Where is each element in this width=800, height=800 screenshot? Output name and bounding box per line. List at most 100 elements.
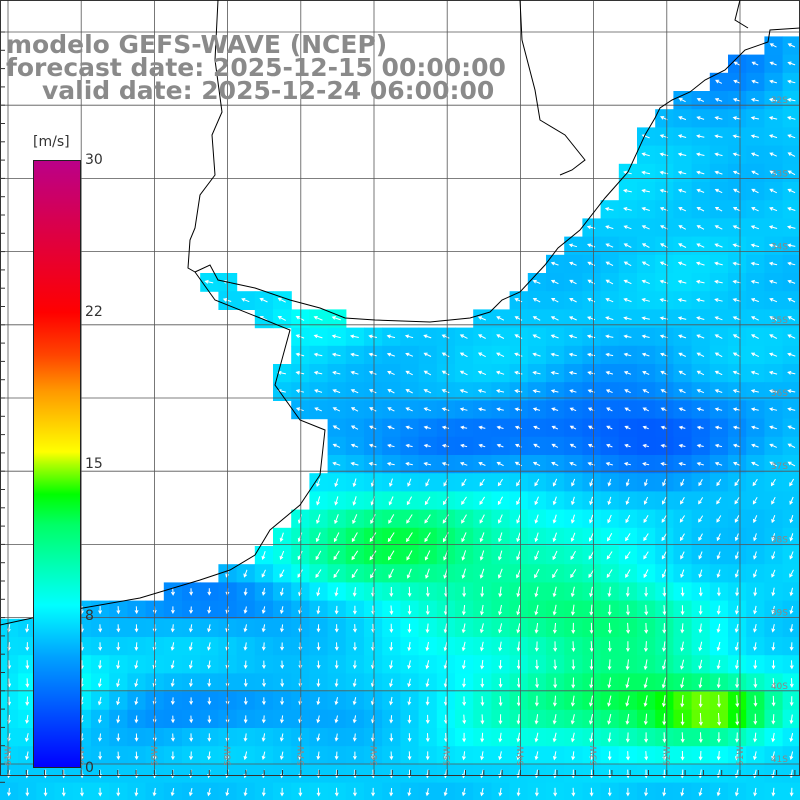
- wind-arrow: [716, 677, 721, 689]
- wind-arrow: [332, 370, 341, 375]
- wind-arrow: [314, 407, 322, 412]
- wind-arrow: [479, 568, 485, 579]
- wind-arrow: [734, 751, 739, 761]
- wind-arrow: [514, 316, 523, 321]
- wind-arrow: [786, 116, 796, 120]
- wind-arrow: [134, 715, 139, 724]
- wind-arrow: [732, 461, 741, 466]
- wind-arrow: [696, 170, 705, 175]
- wind-arrow: [696, 188, 705, 193]
- wind-arrow: [134, 751, 139, 761]
- wind-arrow: [279, 550, 285, 561]
- wind-arrow: [295, 389, 305, 393]
- wind-arrow: [607, 787, 612, 797]
- wind-arrow: [334, 642, 339, 651]
- wind-arrow: [370, 568, 376, 579]
- wind-arrow: [407, 715, 412, 724]
- wind-arrow: [732, 261, 741, 266]
- wind-arrow: [606, 569, 613, 578]
- wind-arrow: [352, 605, 357, 615]
- lon-label: 56W: [370, 746, 380, 766]
- wind-arrow: [116, 624, 121, 633]
- wind-arrow: [316, 605, 321, 615]
- wind-arrow: [735, 587, 740, 597]
- wind-arrow: [753, 605, 757, 615]
- wind-arrow: [350, 443, 359, 448]
- wind-arrow: [441, 407, 450, 412]
- wind-arrow: [696, 243, 705, 248]
- wind-arrow: [368, 443, 377, 448]
- wind-arrow: [714, 98, 723, 102]
- wind-arrow: [478, 443, 486, 448]
- wind-arrow: [568, 334, 578, 339]
- wind-arrow: [750, 316, 759, 321]
- wind-arrow: [696, 98, 705, 102]
- grid-labels: 32S 33S 34S 35S 36S 37S 38S 39S 40S 41S 61W 60W 59W 5…: [4, 96, 788, 766]
- wind-arrow: [25, 624, 30, 633]
- wind-arrow: [678, 443, 686, 448]
- wind-arrow: [461, 605, 466, 616]
- lon-label: 51W: [736, 746, 746, 766]
- wind-arrow: [552, 586, 557, 598]
- wind-arrow: [552, 695, 557, 707]
- title-forecast-date: forecast date: 2025-12-15 00:00:00: [6, 53, 506, 82]
- wind-arrow: [280, 606, 284, 615]
- wind-arrow: [644, 587, 649, 598]
- colorbar-tick-15: 15: [85, 456, 103, 472]
- wind-arrow: [751, 443, 759, 448]
- wind-arrow: [734, 551, 739, 560]
- coastline: [0, 0, 800, 626]
- wind-arrow: [714, 443, 723, 448]
- wind-arrow: [425, 568, 430, 579]
- wind-arrow: [497, 514, 503, 524]
- lon-label: 58W: [224, 746, 234, 766]
- wind-arrow: [459, 334, 468, 339]
- wind-arrow: [407, 586, 412, 598]
- wind-arrow: [497, 496, 504, 506]
- wind-arrow: [714, 170, 723, 175]
- wind-arrow: [753, 587, 758, 597]
- wind-arrow: [750, 134, 760, 139]
- wind-arrow: [550, 334, 559, 339]
- wind-arrow: [789, 732, 794, 743]
- wind-arrow: [535, 677, 539, 689]
- wind-arrow: [607, 604, 612, 616]
- wind-arrow: [496, 407, 504, 412]
- wind-arrow: [516, 568, 522, 579]
- wind-arrow: [550, 261, 559, 266]
- wind-arrow: [425, 605, 430, 616]
- wind-arrow: [678, 407, 686, 412]
- wind-arrow: [352, 715, 357, 724]
- wind-arrow: [189, 715, 194, 724]
- wind-arrow: [769, 298, 778, 303]
- wind-arrow: [189, 733, 194, 742]
- wind-arrow: [386, 462, 395, 466]
- wind-arrow: [405, 352, 414, 357]
- wind-arrow: [480, 787, 484, 797]
- wind-arrow: [680, 623, 685, 634]
- wind-arrow: [769, 461, 778, 467]
- wind-arrow: [714, 407, 723, 412]
- wind-arrow: [389, 715, 394, 724]
- wind-arrow: [734, 642, 739, 652]
- wind-arrow: [477, 334, 486, 339]
- wind-arrow: [134, 606, 139, 615]
- wind-arrow: [461, 568, 466, 579]
- wind-arrow: [698, 569, 703, 578]
- wind-arrow: [314, 389, 323, 393]
- wind-arrow: [643, 496, 649, 505]
- wind-arrow: [495, 370, 505, 375]
- wind-arrow: [189, 751, 194, 761]
- wind-arrow: [570, 569, 577, 579]
- wind-arrow: [769, 61, 777, 66]
- wind-arrow: [97, 696, 102, 706]
- wind-arrow: [516, 586, 521, 598]
- border-line: [519, 0, 586, 176]
- wind-arrow: [643, 677, 648, 689]
- wind-arrow: [698, 659, 703, 670]
- wind-arrow: [677, 279, 687, 284]
- wind-arrow: [641, 279, 650, 285]
- wind-arrow: [424, 532, 431, 543]
- wind-arrow: [750, 425, 759, 430]
- wind-arrow: [753, 732, 758, 743]
